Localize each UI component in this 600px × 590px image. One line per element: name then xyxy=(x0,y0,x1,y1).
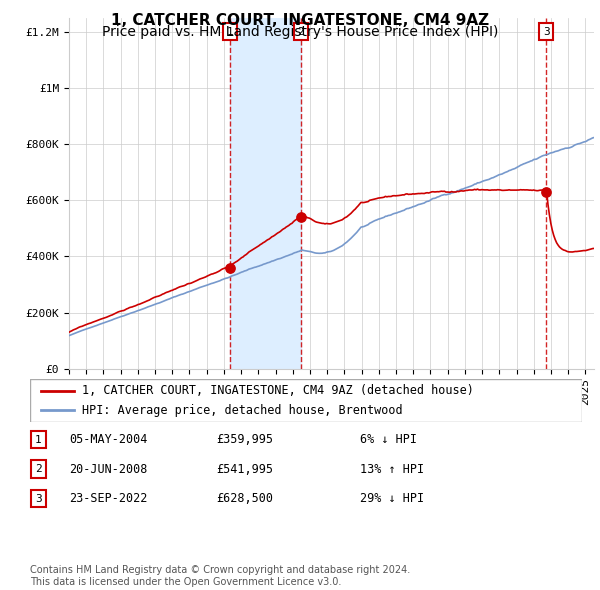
Text: Contains HM Land Registry data © Crown copyright and database right 2024.
This d: Contains HM Land Registry data © Crown c… xyxy=(30,565,410,587)
FancyBboxPatch shape xyxy=(30,379,582,422)
Text: 2: 2 xyxy=(298,27,304,37)
Text: £628,500: £628,500 xyxy=(216,492,273,505)
Text: 3: 3 xyxy=(35,494,42,503)
Text: 1, CATCHER COURT, INGATESTONE, CM4 9AZ (detached house): 1, CATCHER COURT, INGATESTONE, CM4 9AZ (… xyxy=(82,384,475,397)
Text: 05-MAY-2004: 05-MAY-2004 xyxy=(69,433,148,446)
Point xyxy=(542,188,551,197)
Point xyxy=(225,263,235,273)
Text: 3: 3 xyxy=(543,27,550,37)
Text: 29% ↓ HPI: 29% ↓ HPI xyxy=(360,492,424,505)
Text: 13% ↑ HPI: 13% ↑ HPI xyxy=(360,463,424,476)
Text: £359,995: £359,995 xyxy=(216,433,273,446)
Text: 1: 1 xyxy=(227,27,233,37)
Text: 6% ↓ HPI: 6% ↓ HPI xyxy=(360,433,417,446)
Text: 1: 1 xyxy=(35,435,42,444)
Point xyxy=(296,212,305,221)
Text: Price paid vs. HM Land Registry's House Price Index (HPI): Price paid vs. HM Land Registry's House … xyxy=(102,25,498,39)
Text: HPI: Average price, detached house, Brentwood: HPI: Average price, detached house, Bren… xyxy=(82,404,403,417)
Text: 23-SEP-2022: 23-SEP-2022 xyxy=(69,492,148,505)
Text: 20-JUN-2008: 20-JUN-2008 xyxy=(69,463,148,476)
Text: 1, CATCHER COURT, INGATESTONE, CM4 9AZ: 1, CATCHER COURT, INGATESTONE, CM4 9AZ xyxy=(111,13,489,28)
Text: 2: 2 xyxy=(35,464,42,474)
Text: £541,995: £541,995 xyxy=(216,463,273,476)
Bar xyxy=(230,18,301,369)
